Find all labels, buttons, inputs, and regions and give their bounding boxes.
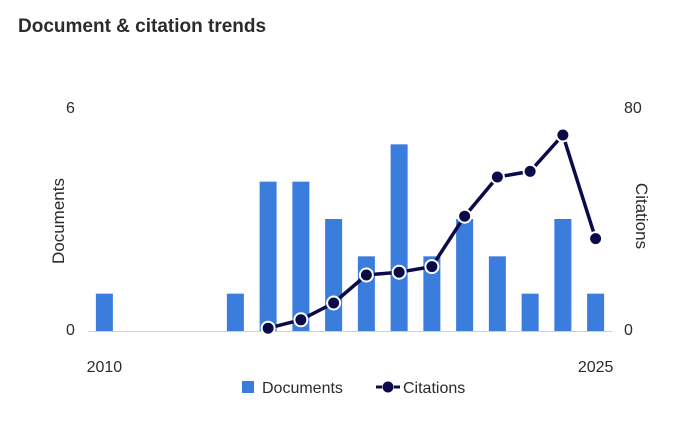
bars-layer xyxy=(95,144,605,331)
bar-documents-2024[interactable] xyxy=(554,219,572,331)
bar-documents-2017[interactable] xyxy=(325,219,343,331)
y-left-tick-min: 0 xyxy=(66,322,75,339)
legend-citations-swatch-dot[interactable] xyxy=(382,381,394,393)
bar-documents-2016[interactable] xyxy=(292,181,310,331)
bar-documents-2023[interactable] xyxy=(521,293,539,331)
point-citations-2024[interactable] xyxy=(555,127,571,143)
legend: Documents Citations xyxy=(242,380,465,397)
bar-documents-2025[interactable] xyxy=(587,293,605,331)
point-citations-2021[interactable] xyxy=(457,208,473,224)
point-citations-2025[interactable] xyxy=(588,231,604,247)
bar-documents-2020[interactable] xyxy=(423,256,441,331)
point-citations-2015[interactable] xyxy=(260,320,276,336)
bar-documents-2010[interactable] xyxy=(95,293,113,331)
legend-documents-label[interactable]: Documents xyxy=(262,380,343,397)
point-citations-2018[interactable] xyxy=(358,267,374,283)
legend-citations-label[interactable]: Citations xyxy=(403,380,465,397)
y-right-tick-min: 0 xyxy=(624,322,633,339)
y-axis-right-title: Citations xyxy=(632,183,651,249)
bar-documents-2014[interactable] xyxy=(226,293,244,331)
bar-documents-2015[interactable] xyxy=(259,181,277,331)
chart-title: Document & citation trends xyxy=(18,16,267,37)
point-citations-2020[interactable] xyxy=(424,259,440,275)
bar-documents-2019[interactable] xyxy=(390,144,408,331)
point-citations-2023[interactable] xyxy=(522,163,538,179)
legend-documents-swatch[interactable] xyxy=(242,381,254,393)
point-citations-2019[interactable] xyxy=(391,264,407,280)
point-citations-2022[interactable] xyxy=(489,169,505,185)
x-tick-last: 2025 xyxy=(578,359,614,376)
point-citations-2017[interactable] xyxy=(326,295,342,311)
y-right-tick-max: 80 xyxy=(624,100,642,117)
x-tick-first: 2010 xyxy=(87,359,123,376)
points-layer xyxy=(260,127,604,336)
y-axis-left-title: Documents xyxy=(49,178,68,264)
y-left-tick-max: 6 xyxy=(66,100,75,117)
point-citations-2016[interactable] xyxy=(293,312,309,328)
bar-documents-2021[interactable] xyxy=(456,219,474,331)
bar-documents-2022[interactable] xyxy=(488,256,506,331)
